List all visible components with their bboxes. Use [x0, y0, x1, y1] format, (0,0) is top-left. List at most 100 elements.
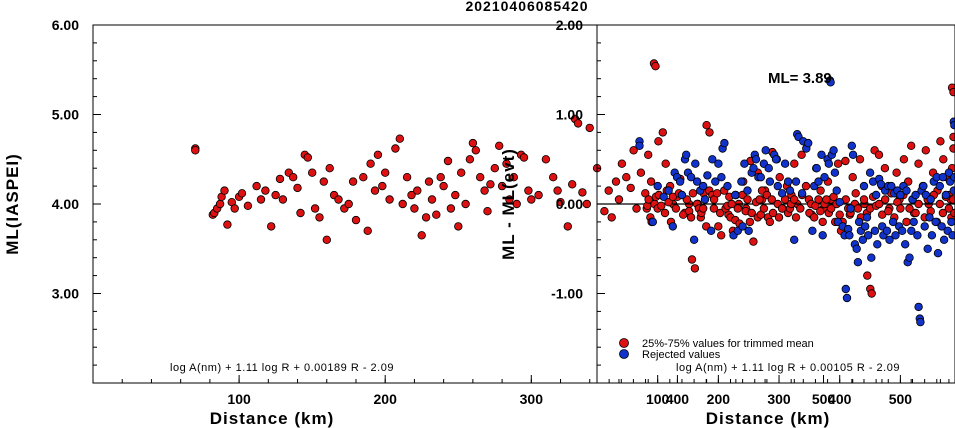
right-data-point [847, 141, 856, 150]
left-data-point [486, 180, 495, 189]
right-data-point [657, 201, 666, 210]
right-data-point [703, 171, 712, 180]
right-data-point [777, 189, 787, 198]
right-data-point [712, 189, 722, 198]
left-data-point [661, 159, 670, 168]
left-y-tick-label: 3.00 [52, 286, 79, 302]
right-data-point [745, 217, 755, 227]
right-x-tick-label: 200 [707, 391, 731, 407]
right-data-point [939, 235, 949, 244]
right-data-point [861, 222, 870, 231]
right-data-point [898, 226, 907, 235]
right-data-point [835, 210, 844, 219]
right-data-point [808, 226, 817, 235]
left-data-point [344, 199, 353, 209]
right-data-point [727, 199, 736, 209]
right-data-point [783, 177, 793, 186]
right-data-point [832, 186, 841, 195]
left-data-point [465, 155, 475, 164]
left-data-point [687, 255, 697, 264]
left-data-point [797, 150, 806, 159]
right-y-axis-title: ML - ML(evt) [499, 148, 518, 260]
left-data-point [607, 213, 616, 222]
right-data-point [686, 172, 696, 182]
right-data-point [664, 186, 673, 195]
right-data-point [881, 195, 890, 204]
left-data-point [261, 186, 270, 195]
left-data-point [549, 172, 558, 182]
right-data-point [737, 177, 746, 186]
right-data-point [867, 253, 876, 262]
left-data-point [578, 188, 587, 197]
left-data-point [614, 195, 624, 204]
left-data-point [424, 177, 434, 186]
left-data-point [622, 172, 631, 182]
left-x-tick-label: 400 [666, 391, 690, 407]
left-data-point [939, 155, 948, 164]
left-data-point [848, 172, 857, 182]
right-data-point [677, 190, 687, 200]
right-data-point [913, 231, 922, 240]
left-data-point [604, 186, 613, 195]
left-data-point [502, 159, 511, 168]
ml-value-label: ML= 3.89 [768, 70, 832, 87]
right-data-point [791, 213, 801, 222]
legend: 25%-75% values for trimmed mean Rejected… [619, 338, 814, 361]
right-plot-points [635, 76, 955, 327]
legend-label-trimmed: 25%-75% values for trimmed mean [642, 338, 814, 350]
left-data-point [351, 215, 361, 225]
left-data-point [524, 186, 533, 195]
left-data-point [256, 195, 266, 204]
left-data-point [617, 159, 627, 168]
left-data-point [534, 190, 543, 200]
left-y-tick-label: 4.00 [52, 196, 79, 212]
right-data-point [790, 195, 799, 204]
left-data-point [541, 155, 551, 164]
left-y-tick-label: 6.00 [52, 17, 79, 33]
left-data-point [436, 172, 445, 182]
left-data-point [381, 168, 390, 177]
right-data-point [716, 208, 725, 218]
left-data-point [451, 190, 460, 200]
left-data-point [395, 134, 404, 143]
left-data-point [363, 226, 372, 235]
left-data-point [461, 199, 470, 209]
right-data-point [824, 159, 833, 168]
right-data-point [765, 217, 775, 227]
right-data-point [717, 172, 726, 182]
right-data-point [875, 199, 884, 209]
left-data-point [949, 87, 955, 97]
left-data-point [402, 172, 412, 182]
right-data-point [858, 235, 867, 244]
left-data-point [385, 195, 394, 204]
right-data-point [804, 138, 813, 148]
right-data-point [896, 190, 905, 200]
right-data-point [738, 222, 747, 231]
left-data-point [315, 213, 324, 222]
right-data-point [944, 204, 954, 213]
right-data-point [761, 146, 770, 155]
left-data-point [275, 174, 285, 184]
right-data-point [950, 173, 955, 182]
right-data-point [944, 168, 954, 177]
right-data-point [759, 204, 769, 213]
left-data-point [863, 271, 872, 280]
right-data-point [812, 163, 821, 173]
right-data-point [859, 181, 869, 191]
right-data-point [933, 248, 943, 258]
left-data-point [644, 150, 653, 159]
right-data-point [810, 213, 819, 222]
right-data-point [774, 213, 784, 222]
right-data-point [699, 204, 708, 213]
left-data-point [391, 144, 400, 153]
left-data-point [490, 163, 499, 173]
left-x-tick-label: 300 [520, 391, 544, 407]
left-data-point [373, 150, 383, 159]
left-data-point [505, 195, 514, 204]
right-data-point [901, 240, 910, 249]
left-data-point [636, 168, 646, 177]
right-data-point [700, 195, 710, 204]
right-y-tick-label: 2.00 [556, 17, 583, 33]
right-data-point [733, 204, 742, 213]
